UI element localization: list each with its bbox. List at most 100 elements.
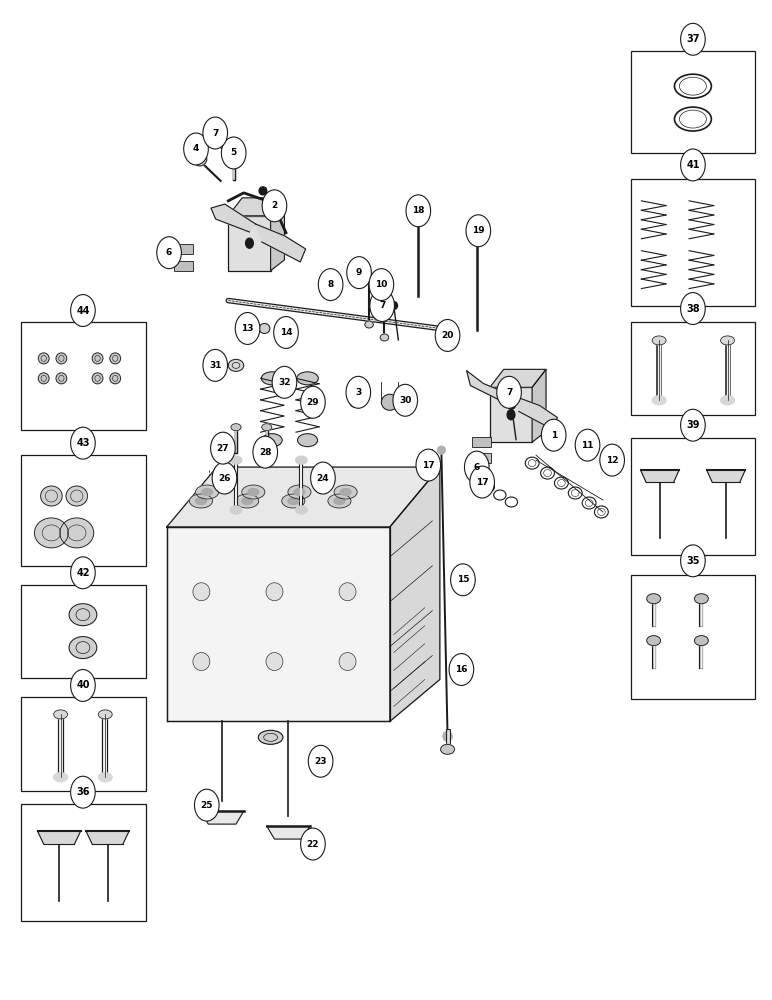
Ellipse shape	[652, 336, 666, 345]
Ellipse shape	[262, 372, 283, 385]
Bar	[21, 322, 146, 430]
Text: 10: 10	[375, 280, 388, 289]
Text: 2: 2	[271, 201, 278, 210]
Ellipse shape	[231, 424, 241, 431]
Ellipse shape	[282, 494, 305, 508]
Circle shape	[449, 654, 474, 685]
Bar	[631, 51, 755, 153]
Ellipse shape	[334, 485, 357, 499]
Text: 32: 32	[278, 378, 291, 387]
Text: 13: 13	[242, 324, 254, 333]
Text: 38: 38	[686, 304, 699, 314]
Circle shape	[70, 427, 95, 459]
Ellipse shape	[54, 773, 67, 782]
Circle shape	[308, 745, 333, 777]
Circle shape	[681, 409, 706, 441]
Circle shape	[203, 349, 228, 381]
Bar	[631, 322, 755, 415]
Circle shape	[253, 436, 278, 468]
Ellipse shape	[443, 731, 452, 741]
Circle shape	[184, 133, 208, 165]
Ellipse shape	[213, 139, 221, 147]
Text: 19: 19	[472, 226, 485, 235]
Circle shape	[416, 449, 441, 481]
Text: 18: 18	[412, 206, 425, 215]
Ellipse shape	[266, 583, 283, 601]
Circle shape	[541, 419, 566, 451]
Circle shape	[262, 190, 286, 222]
Text: 11: 11	[581, 441, 594, 450]
Ellipse shape	[98, 710, 112, 719]
Ellipse shape	[39, 373, 49, 384]
Circle shape	[300, 828, 325, 860]
Text: 6: 6	[166, 248, 172, 257]
Ellipse shape	[60, 518, 93, 548]
Text: 27: 27	[217, 444, 229, 453]
Ellipse shape	[647, 636, 661, 646]
Circle shape	[393, 384, 418, 416]
Text: 35: 35	[686, 556, 699, 566]
Circle shape	[318, 269, 343, 301]
Ellipse shape	[229, 359, 244, 371]
Ellipse shape	[507, 401, 515, 409]
Ellipse shape	[201, 489, 212, 496]
Text: 7: 7	[212, 129, 218, 138]
Circle shape	[681, 149, 706, 181]
Ellipse shape	[339, 653, 356, 671]
Ellipse shape	[189, 494, 212, 508]
Circle shape	[274, 317, 298, 348]
Text: 3: 3	[355, 388, 361, 397]
Polygon shape	[390, 467, 440, 721]
Ellipse shape	[695, 594, 708, 604]
Text: 24: 24	[317, 474, 329, 483]
Ellipse shape	[262, 424, 272, 431]
Bar	[21, 455, 146, 566]
Ellipse shape	[350, 380, 361, 390]
Text: 16: 16	[455, 665, 468, 674]
Circle shape	[300, 386, 325, 418]
Bar	[21, 804, 146, 921]
Ellipse shape	[695, 636, 708, 646]
Circle shape	[70, 295, 95, 326]
Text: 42: 42	[76, 568, 90, 578]
Ellipse shape	[296, 372, 318, 385]
Ellipse shape	[195, 485, 218, 499]
Ellipse shape	[296, 456, 307, 464]
Ellipse shape	[39, 353, 49, 364]
Bar	[631, 575, 755, 699]
Ellipse shape	[35, 518, 68, 548]
Bar	[631, 438, 755, 555]
Text: 41: 41	[686, 160, 699, 170]
Circle shape	[406, 195, 431, 227]
Bar	[472, 437, 491, 447]
Ellipse shape	[230, 506, 242, 514]
Polygon shape	[211, 204, 256, 232]
Text: 25: 25	[201, 801, 213, 810]
Circle shape	[470, 466, 494, 498]
Ellipse shape	[259, 187, 267, 195]
Text: 4: 4	[193, 144, 199, 153]
Circle shape	[203, 117, 228, 149]
Ellipse shape	[297, 434, 317, 447]
Text: 9: 9	[356, 268, 362, 277]
Ellipse shape	[242, 485, 265, 499]
Polygon shape	[201, 811, 244, 824]
Text: 17: 17	[422, 461, 435, 470]
Ellipse shape	[720, 336, 734, 345]
Ellipse shape	[339, 583, 356, 601]
Text: 43: 43	[76, 438, 90, 448]
Ellipse shape	[438, 446, 445, 454]
Circle shape	[211, 432, 235, 464]
Text: 40: 40	[76, 680, 90, 690]
Polygon shape	[466, 371, 513, 404]
Ellipse shape	[259, 730, 283, 744]
Text: 26: 26	[218, 474, 231, 483]
Ellipse shape	[98, 773, 112, 782]
Ellipse shape	[340, 489, 351, 496]
Ellipse shape	[41, 486, 63, 506]
Polygon shape	[38, 831, 80, 844]
Circle shape	[70, 776, 95, 808]
Ellipse shape	[248, 489, 259, 496]
Bar	[21, 585, 146, 678]
Ellipse shape	[390, 302, 398, 310]
